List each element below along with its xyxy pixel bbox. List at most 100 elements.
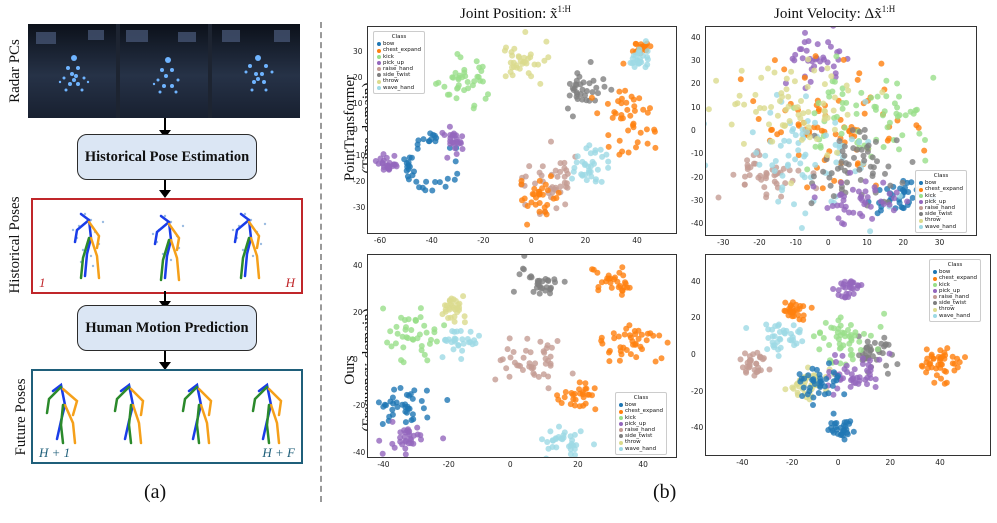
scatter-point-side_twist [566,80,573,87]
scatter-point-side_twist [536,290,543,297]
scatter-point-pick_up [827,43,834,50]
scatter-point-raise_hand [766,366,773,373]
scatter-point-wave_hand [571,446,578,453]
scatter-point-throw [821,81,828,88]
scatter-point-pick_up [401,427,408,434]
scatter-point-kick [820,335,827,341]
scatter-point-chest_expand [627,112,634,119]
scatter-point-throw [782,386,789,393]
scatter-point-chest_expand [636,95,643,102]
scatter-point-throw [843,82,850,89]
scatter-point-bow [383,402,389,409]
scatter-point-pick_up [835,287,842,294]
scatter-point-bow [408,417,415,424]
legend: Class bow chest_expand kick pick_up raise_han… [915,170,968,233]
scatter-point-kick [473,58,480,65]
history-start-index: 1 [39,275,46,290]
legend-label: throw [939,306,955,313]
y-tick-label: 30 [691,56,701,65]
legend-label: wave_hand [383,84,415,91]
scatter-point-wave_hand [848,136,855,143]
scatter-point-throw [736,92,743,99]
scatter-point-pick_up [847,169,854,176]
scatter-point-side_twist [834,165,841,172]
scatter-point-kick [826,93,833,100]
scatter-point-bow [900,205,907,212]
scatter-point-kick [830,325,837,332]
scatter-point-throw [741,101,748,108]
legend-item: wave_hand [619,446,663,452]
scatter-point-wave_hand [644,48,651,55]
y-tick-label: -20 [353,177,366,186]
scatter-point-chest_expand [941,355,948,362]
legend-item: side_twist [933,300,977,306]
scatter-point-bow [375,399,382,406]
scatter-point-side_twist [601,83,608,90]
scatter-point-throw [820,100,827,107]
legend-item: throw [377,78,421,84]
scatter-point-throw [732,101,739,108]
scatter-point-kick [839,91,846,98]
scatter-point-wave_hand [464,336,471,342]
scatter-point-bow [834,374,841,381]
scatter-point-pick_up [389,440,396,447]
scatter-point-chest_expand [625,127,632,134]
legend-label: raise_hand [939,294,969,301]
scatter-point-pick_up [840,281,847,288]
scatter-point-raise_hand [542,360,549,367]
scatter-point-kick [441,322,448,329]
scatter-point-wave_hand [786,337,793,343]
x-tick-label: -10 [789,238,802,247]
legend-label: chest_expand [939,275,978,282]
scatter-point-side_twist [887,182,894,189]
y-tick-label: 0 [691,126,696,135]
scatter-point-wave_hand [771,168,778,174]
scatter-point-pick_up [841,206,848,213]
scatter-point-wave_hand [706,162,709,169]
legend-swatch [933,295,937,300]
scatter-point-raise_hand [553,205,560,212]
scatter-point-wave_hand [788,330,794,337]
scatter-point-chest_expand [615,333,622,340]
scatter-point-bow [442,183,449,190]
scatter-point-chest_expand [604,100,611,107]
scatter-point-chest_expand [618,100,625,107]
scatter-point-throw [541,57,548,64]
y-tick-label: 10 [691,102,701,112]
scatter-point-side_twist [534,281,541,287]
legend-title: Class [391,34,407,40]
scatter-point-chest_expand [592,406,599,413]
scatter-point-wave_hand [792,156,799,163]
scatter-point-chest_expand [580,394,587,401]
y-tick-label: 0 [691,350,696,359]
scatter-point-chest_expand [616,137,623,144]
legend-swatch [619,415,623,420]
scatter-point-kick [421,351,428,358]
scatter-point-throw [834,149,840,156]
scatter-point-pick_up [459,146,466,152]
scatter-point-side_twist [573,89,580,96]
scatter-point-chest_expand [652,358,659,365]
scatter-point-chest_expand [605,132,612,139]
scatter-point-wave_hand [583,177,590,184]
scatter-point-raise_hand [514,362,521,369]
scatter-point-kick [881,310,888,317]
legend-swatch [919,199,923,204]
panel-divider [320,22,322,502]
scatter-point-wave_hand [460,340,467,347]
legend-label: raise_hand [625,427,655,434]
legend-item: bow [619,402,663,408]
x-tick-label: -20 [477,236,490,245]
scatter-point-chest_expand [633,144,639,151]
y-tick-label: -30 [353,203,366,212]
scatter-point-wave_hand [775,321,782,328]
scatter-point-chest_expand [589,392,595,399]
scatter-point-kick [916,130,923,137]
legend-item: wave_hand [919,224,963,230]
scatter-point-wave_hand [781,137,788,144]
scatter-point-kick [400,359,407,366]
scatter-point-chest_expand [794,306,801,313]
scatter-point-chest_expand [808,304,815,311]
scatter-point-throw [447,314,454,321]
legend-item: chest_expand [619,408,663,414]
